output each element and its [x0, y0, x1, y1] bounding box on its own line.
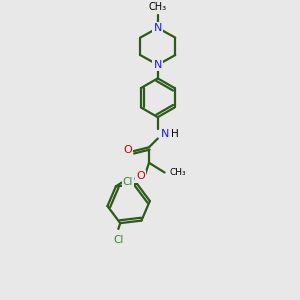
Text: N: N — [154, 23, 162, 33]
Text: N: N — [154, 60, 162, 70]
Text: Cl: Cl — [123, 177, 133, 187]
Text: N: N — [161, 129, 170, 139]
Text: O: O — [123, 145, 132, 155]
Text: Cl: Cl — [113, 235, 124, 245]
Text: CH₃: CH₃ — [169, 168, 186, 177]
Text: H: H — [171, 129, 179, 139]
Text: CH₃: CH₃ — [149, 2, 167, 12]
Text: O: O — [136, 171, 145, 182]
